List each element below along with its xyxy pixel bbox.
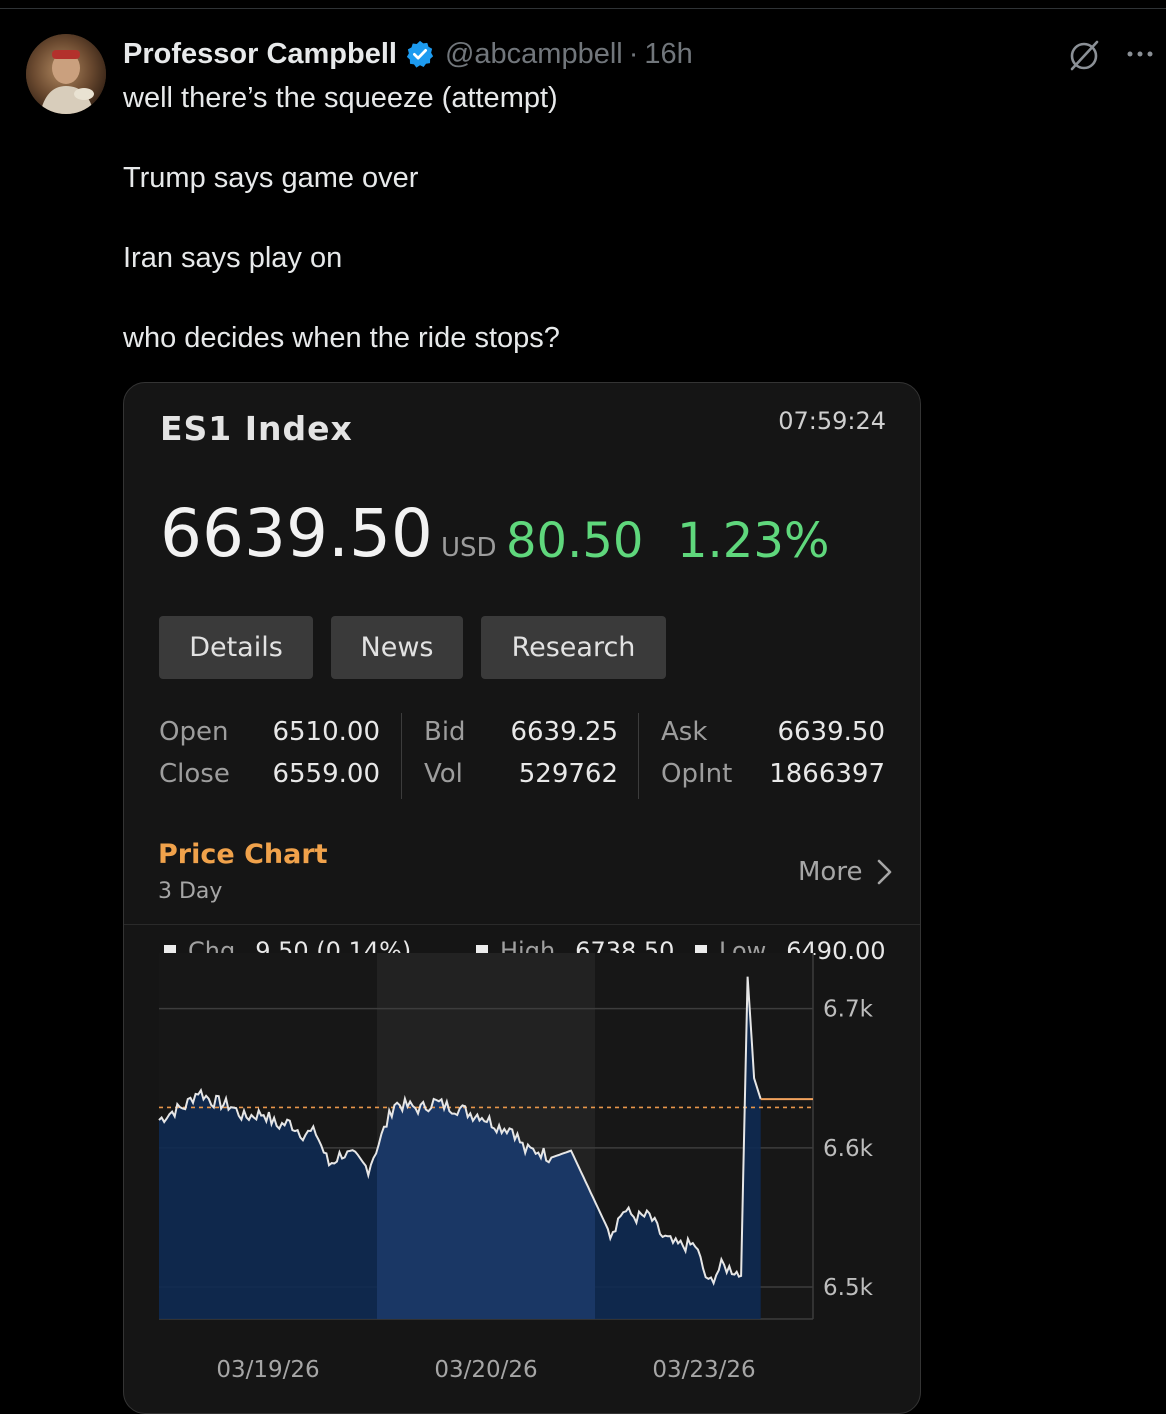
vol-label: Vol bbox=[424, 759, 463, 789]
tweet-timestamp[interactable]: 16h bbox=[644, 37, 693, 70]
news-button[interactable]: News bbox=[331, 616, 463, 679]
chart-period: 3 Day bbox=[158, 879, 223, 904]
price-chart[interactable]: 6.7k 6.6k 6.5k 03/19/26 03/20/26 03/23/26 bbox=[124, 953, 920, 1413]
tweet-text-line-1: well there’s the squeeze (attempt) bbox=[123, 82, 558, 114]
y-tick-label: 6.6k bbox=[823, 1136, 874, 1162]
percent-change: 1.23% bbox=[677, 513, 830, 569]
ticker-name: ES1 Index bbox=[160, 409, 353, 448]
vol-value: 529762 bbox=[518, 759, 618, 789]
bid-label: Bid bbox=[424, 717, 466, 747]
ask-label: Ask bbox=[661, 717, 708, 747]
user-handle[interactable]: @abcampbell bbox=[444, 37, 623, 70]
x-tick-label: 03/20/26 bbox=[434, 1357, 537, 1383]
stats-divider bbox=[401, 713, 402, 799]
display-name[interactable]: Professor Campbell bbox=[123, 37, 397, 70]
opint-label: OpInt bbox=[661, 759, 733, 789]
open-value: 6510.00 bbox=[272, 717, 380, 747]
chart-header-divider bbox=[124, 924, 920, 925]
last-price: 6639.50 USD bbox=[160, 495, 497, 572]
tweet-header: Professor Campbell @abcampbell · 16h bbox=[123, 36, 693, 72]
price-area-mid-session bbox=[377, 1098, 595, 1319]
quote-screenshot-card[interactable]: ES1 Index 07:59:24 6639.50 USD 80.50 1.23… bbox=[123, 382, 921, 1414]
close-value: 6559.00 bbox=[272, 759, 380, 789]
y-tick-label: 6.7k bbox=[823, 997, 874, 1023]
grok-icon[interactable] bbox=[1066, 38, 1102, 74]
quote-clock: 07:59:24 bbox=[778, 407, 886, 435]
last-price-value: 6639.50 bbox=[160, 495, 433, 572]
chevron-right-icon bbox=[878, 859, 892, 885]
avatar[interactable] bbox=[26, 34, 106, 114]
details-button[interactable]: Details bbox=[159, 616, 313, 679]
currency-label: USD bbox=[440, 533, 497, 563]
net-change: 80.50 bbox=[506, 513, 644, 569]
more-label: More bbox=[798, 857, 863, 887]
tweet-text-line-4: who decides when the ride stops? bbox=[123, 322, 560, 354]
stats-divider bbox=[638, 713, 639, 799]
x-tick-label: 03/23/26 bbox=[652, 1357, 755, 1383]
open-label: Open bbox=[159, 717, 229, 747]
price-chart-title: Price Chart bbox=[158, 839, 328, 870]
header-separator: · bbox=[628, 37, 639, 70]
bid-value: 6639.25 bbox=[510, 717, 618, 747]
more-link[interactable]: More bbox=[798, 857, 896, 887]
tweet-text-line-2: Trump says game over bbox=[123, 162, 419, 194]
verified-badge-icon bbox=[406, 40, 434, 68]
legend-low: Low 6490.00 bbox=[695, 937, 886, 965]
top-divider bbox=[0, 8, 1166, 9]
x-tick-label: 03/19/26 bbox=[216, 1357, 319, 1383]
ask-value: 6639.50 bbox=[777, 717, 885, 747]
avatar-image bbox=[26, 34, 106, 114]
price-line bbox=[158, 976, 762, 1286]
opint-value: 1866397 bbox=[769, 759, 885, 789]
tweet-text-line-3: Iran says play on bbox=[123, 242, 343, 274]
more-options-icon[interactable] bbox=[1122, 38, 1158, 68]
y-tick-label: 6.5k bbox=[823, 1275, 874, 1301]
research-button[interactable]: Research bbox=[481, 616, 666, 679]
close-label: Close bbox=[159, 759, 230, 789]
